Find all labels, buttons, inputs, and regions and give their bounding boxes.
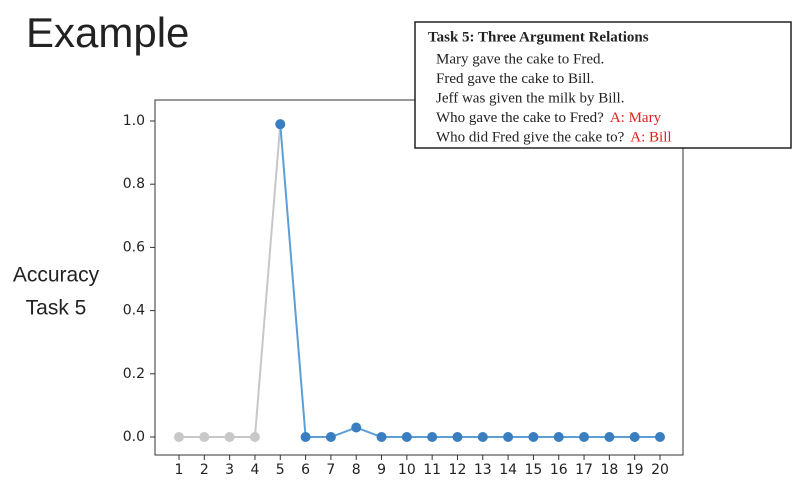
- point: [477, 432, 488, 442]
- y-tick-label: 0.4: [123, 303, 145, 319]
- point: [579, 432, 590, 442]
- point: [655, 432, 665, 442]
- point: [427, 432, 438, 442]
- point: [604, 432, 615, 442]
- annotation-line: Jeff was given the milk by Bill.: [436, 90, 624, 106]
- x-tick-label: 12: [449, 462, 467, 478]
- point: [351, 422, 362, 433]
- series-line: [179, 124, 282, 438]
- point: [249, 432, 260, 442]
- annotation-line: Who gave the cake to Fred?: [436, 110, 604, 126]
- y-tick-label: 1.0: [123, 113, 145, 129]
- x-tick-label: 16: [550, 462, 568, 478]
- x-tick-label: 9: [377, 462, 386, 478]
- x-tick-label: 19: [626, 462, 644, 478]
- x-tick-label: 2: [200, 462, 209, 478]
- point: [174, 432, 184, 442]
- x-tick-label: 18: [600, 462, 618, 478]
- x-tick-label: 17: [575, 462, 593, 478]
- point: [199, 432, 210, 442]
- series-line: [279, 124, 660, 438]
- annotation-answer: A: Bill: [630, 129, 671, 145]
- point: [300, 432, 311, 442]
- y-tick-label: 0.2: [123, 366, 145, 382]
- x-tick-label: 6: [301, 462, 310, 478]
- x-tick-label: 4: [250, 462, 259, 478]
- x-tick-label: 1: [175, 462, 184, 478]
- plot: 0.00.20.40.60.81.01 2 3 4 5 6 7 8 9 10 11 12 13 14 15 1…: [123, 113, 669, 478]
- annotation-title: Task 5: Three Argument Relations: [428, 29, 649, 45]
- y-axis-label: Accuracy: [13, 264, 100, 287]
- point: [503, 432, 514, 442]
- point: [553, 432, 564, 442]
- annotation-line: Who did Fred give the cake to?: [436, 129, 625, 145]
- point: [401, 432, 412, 442]
- point: [528, 432, 539, 442]
- point: [452, 432, 463, 442]
- plot-frame: [154, 99, 684, 456]
- slide-title: Example: [26, 9, 189, 56]
- x-tick-label: 20: [651, 462, 669, 478]
- point: [376, 432, 387, 442]
- annotation-box: Task 5: Three Argument Relations Mary gav…: [414, 21, 792, 149]
- x-tick-label: 3: [225, 462, 234, 478]
- annotation-line: Fred gave the cake to Bill.: [436, 71, 594, 87]
- x-tick-label: 13: [474, 462, 492, 478]
- annotation-frame: [414, 21, 792, 149]
- point: [275, 119, 286, 130]
- y-tick-label: 0.0: [123, 429, 145, 445]
- x-tick-label: 10: [398, 462, 416, 478]
- y-tick-label: 0.6: [123, 239, 145, 255]
- annotation-line: Mary gave the cake to Fred.: [436, 51, 604, 67]
- point: [325, 432, 336, 442]
- point: [629, 432, 640, 442]
- x-tick-label: 14: [499, 462, 517, 478]
- x-tick-label: 5: [276, 462, 285, 478]
- x-tick-label: 15: [525, 462, 543, 478]
- annotation-answer: A: Mary: [610, 110, 662, 126]
- y-axis-label: Task 5: [26, 297, 87, 320]
- x-tick-label: 11: [423, 462, 441, 478]
- x-tick-label: 8: [352, 462, 361, 478]
- point: [224, 432, 235, 442]
- y-tick-label: 0.8: [123, 176, 145, 192]
- x-tick-label: 7: [326, 462, 335, 478]
